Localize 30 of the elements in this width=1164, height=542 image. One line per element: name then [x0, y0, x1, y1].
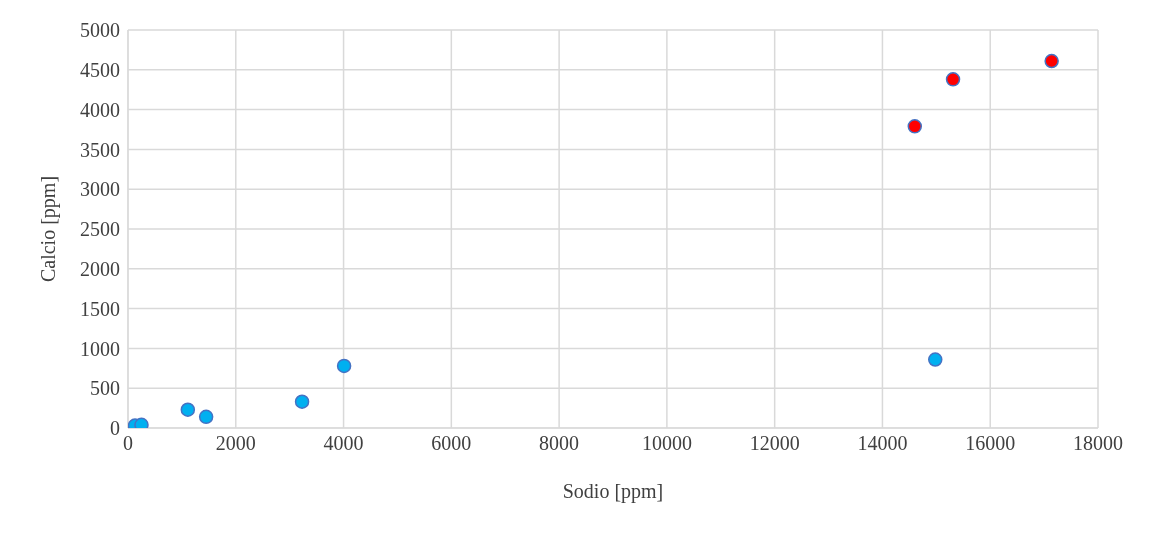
x-tick-label: 14000: [857, 432, 908, 455]
x-tick-label: 8000: [539, 432, 580, 455]
x-tick-label: 18000: [1073, 432, 1123, 455]
y-tick-label: 0: [110, 417, 120, 440]
y-tick-label: 3000: [80, 178, 120, 201]
y-tick-label: 1000: [80, 337, 120, 360]
y-tick-label: 4500: [80, 58, 120, 81]
y-tick-label: 1500: [80, 297, 120, 320]
x-tick-label: 10000: [641, 432, 692, 455]
point: [336, 358, 352, 374]
y-tick-label: 4000: [80, 98, 120, 121]
point: [1044, 53, 1059, 69]
x-tick-label: 2000: [215, 432, 256, 455]
x-axis-title: Sodio [ppm]: [562, 480, 664, 503]
point: [294, 394, 310, 409]
x-tick-label: 12000: [749, 432, 800, 455]
x-tick-label: 16000: [965, 432, 1016, 455]
point: [180, 402, 196, 417]
y-tick-label: 2500: [80, 218, 120, 241]
y-tick-label: 2000: [80, 257, 120, 280]
y-tick-label: 3500: [80, 138, 120, 161]
point: [928, 352, 943, 367]
x-tick-label: 4000: [323, 432, 364, 455]
y-tick-label: 500: [90, 377, 120, 400]
y-tick-label: 5000: [80, 19, 120, 42]
y-axis-title: Calcio [ppm]: [37, 175, 61, 283]
point: [945, 72, 961, 87]
x-tick-label: 6000: [431, 432, 472, 455]
point: [907, 119, 923, 134]
point: [198, 409, 214, 425]
